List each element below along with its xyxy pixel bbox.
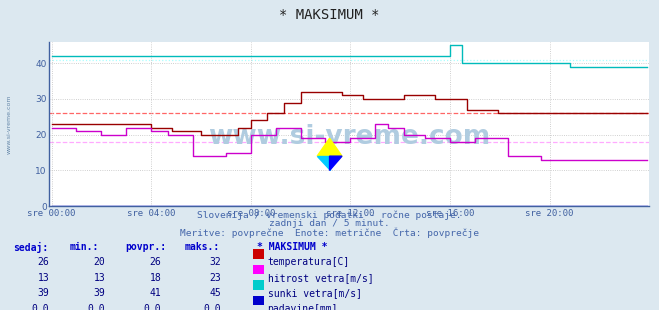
Text: min.:: min.:	[69, 242, 99, 252]
Text: 0,0: 0,0	[88, 304, 105, 310]
Text: 0,0: 0,0	[203, 304, 221, 310]
Text: * MAKSIMUM *: * MAKSIMUM *	[257, 242, 328, 252]
Text: 41: 41	[150, 288, 161, 298]
Text: zadnji dan / 5 minut.: zadnji dan / 5 minut.	[269, 219, 390, 228]
Text: hitrost vetra[m/s]: hitrost vetra[m/s]	[268, 273, 373, 283]
Text: temperatura[C]: temperatura[C]	[268, 257, 350, 267]
Text: maks.:: maks.:	[185, 242, 219, 252]
Text: 39: 39	[94, 288, 105, 298]
Text: 39: 39	[38, 288, 49, 298]
Text: 45: 45	[209, 288, 221, 298]
Polygon shape	[317, 156, 330, 171]
Text: 0,0: 0,0	[144, 304, 161, 310]
Text: 0,0: 0,0	[32, 304, 49, 310]
Text: 26: 26	[150, 257, 161, 267]
Text: Slovenija / vremenski podatki - ročne postaje.: Slovenija / vremenski podatki - ročne po…	[197, 211, 462, 220]
Text: Meritve: povprečne  Enote: metrične  Črta: povprečje: Meritve: povprečne Enote: metrične Črta:…	[180, 228, 479, 238]
Text: sunki vetra[m/s]: sunki vetra[m/s]	[268, 288, 362, 298]
Text: 20: 20	[94, 257, 105, 267]
Text: povpr.:: povpr.:	[125, 242, 166, 252]
Text: * MAKSIMUM *: * MAKSIMUM *	[279, 8, 380, 22]
Text: sedaj:: sedaj:	[13, 242, 48, 253]
Text: www.si-vreme.com: www.si-vreme.com	[7, 94, 12, 154]
Text: 26: 26	[38, 257, 49, 267]
Text: 23: 23	[209, 273, 221, 283]
Text: 32: 32	[209, 257, 221, 267]
Text: www.si-vreme.com: www.si-vreme.com	[208, 124, 490, 150]
Text: 13: 13	[94, 273, 105, 283]
Polygon shape	[317, 138, 342, 156]
Text: 13: 13	[38, 273, 49, 283]
Text: 18: 18	[150, 273, 161, 283]
Polygon shape	[330, 156, 342, 171]
Text: padavine[mm]: padavine[mm]	[268, 304, 338, 310]
